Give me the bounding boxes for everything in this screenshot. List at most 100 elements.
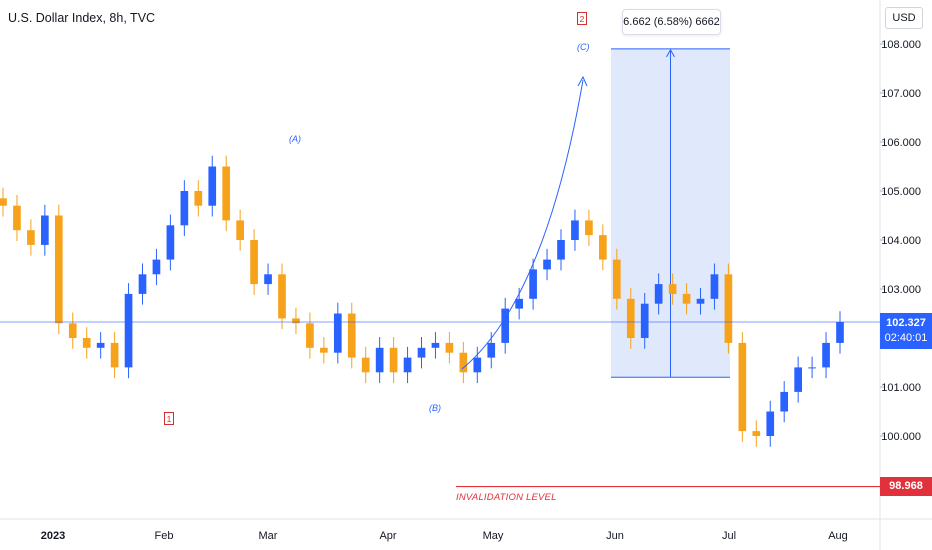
candle [292, 307, 300, 335]
candle [389, 337, 398, 384]
candle-body [41, 215, 49, 245]
candle [836, 311, 844, 354]
candle-body [543, 259, 551, 270]
currency-button[interactable]: USD [885, 7, 923, 29]
candle-body [836, 321, 844, 343]
x-tick-label: Aug [828, 530, 848, 542]
candle-body [124, 293, 133, 368]
x-tick-label: Feb [155, 530, 174, 542]
candle [752, 420, 761, 447]
candle [152, 248, 161, 286]
candle-body [780, 391, 789, 412]
candle [473, 346, 482, 384]
candle-body [501, 308, 510, 343]
candle [738, 332, 747, 442]
candle-body [682, 293, 691, 304]
candle [529, 258, 537, 310]
candle [710, 263, 719, 310]
candle-body [138, 274, 147, 294]
candle [724, 263, 733, 354]
candle-body [278, 274, 286, 319]
candle-body [96, 342, 105, 348]
candle [417, 337, 426, 369]
candle [682, 283, 691, 315]
candle-body [306, 323, 314, 348]
candle [264, 263, 272, 295]
y-tick-label: 105.000 [881, 186, 921, 198]
candle [599, 224, 607, 271]
y-tick-label: 103.000 [881, 284, 921, 296]
candle-body [445, 342, 454, 353]
y-tick-label: 106.000 [881, 137, 921, 149]
candle-body [152, 259, 161, 275]
candle-body [375, 347, 384, 373]
candle-body [389, 347, 398, 373]
candle-body [752, 431, 761, 436]
y-tick-label: 100.000 [881, 431, 921, 443]
candle-body [640, 303, 649, 338]
candle [278, 263, 286, 330]
candle [236, 209, 244, 251]
wave-c-projection-arrowhead [577, 75, 588, 87]
candle-body [822, 342, 830, 368]
candle-body [13, 205, 21, 231]
wave-c-projection-curve [461, 79, 584, 370]
candle-body [236, 220, 244, 240]
candle-body [27, 230, 35, 245]
candle-body [194, 191, 203, 206]
candle-body [347, 313, 356, 358]
candle [180, 180, 189, 237]
candle [808, 356, 816, 379]
x-tick-label: May [483, 530, 504, 542]
y-tick-label: 108.000 [881, 39, 921, 51]
candle [13, 194, 21, 241]
candle-body [417, 347, 426, 358]
wave-label-b: (B) [429, 403, 441, 413]
candle-body [333, 313, 342, 353]
y-tick-label: 104.000 [881, 235, 921, 247]
candle [780, 381, 789, 423]
candle [640, 292, 649, 349]
candle [403, 346, 412, 384]
wave-label-c: (C) [577, 42, 590, 52]
candle [668, 273, 677, 305]
candle [654, 273, 663, 315]
candle [612, 248, 621, 310]
candle-body [222, 166, 231, 221]
x-tick-label: Apr [379, 530, 396, 542]
candle [306, 312, 314, 359]
candle [501, 297, 510, 354]
candle-body [724, 274, 733, 343]
x-tick-label: 2023 [41, 530, 65, 542]
chart-title: U.S. Dollar Index, 8h, TVC [8, 11, 156, 25]
candle [696, 288, 705, 315]
candle-body [612, 259, 621, 299]
candle-body [599, 235, 607, 260]
candle-body [68, 323, 77, 338]
candle [68, 312, 77, 349]
measure-label: 6.662 (6.58%) 6662 [622, 9, 721, 35]
candle-body [654, 284, 663, 304]
candle-body [515, 298, 523, 309]
candle [445, 332, 454, 364]
wave-label-a: (A) [289, 134, 301, 144]
candle-body [585, 220, 593, 236]
candle-body [529, 269, 537, 299]
last-price-value: 102.327 [886, 317, 926, 329]
candle-body [738, 342, 747, 432]
candle [543, 248, 551, 281]
candle [27, 219, 35, 256]
candle [110, 332, 119, 379]
candle [82, 327, 91, 359]
candle [250, 229, 258, 295]
candle-body [766, 411, 775, 436]
measure-arrow-head [666, 48, 675, 58]
candle [794, 356, 802, 403]
candle-body [54, 215, 63, 324]
candle-body [110, 342, 119, 368]
candle [194, 180, 203, 217]
candle [626, 288, 635, 349]
candle [375, 337, 384, 384]
